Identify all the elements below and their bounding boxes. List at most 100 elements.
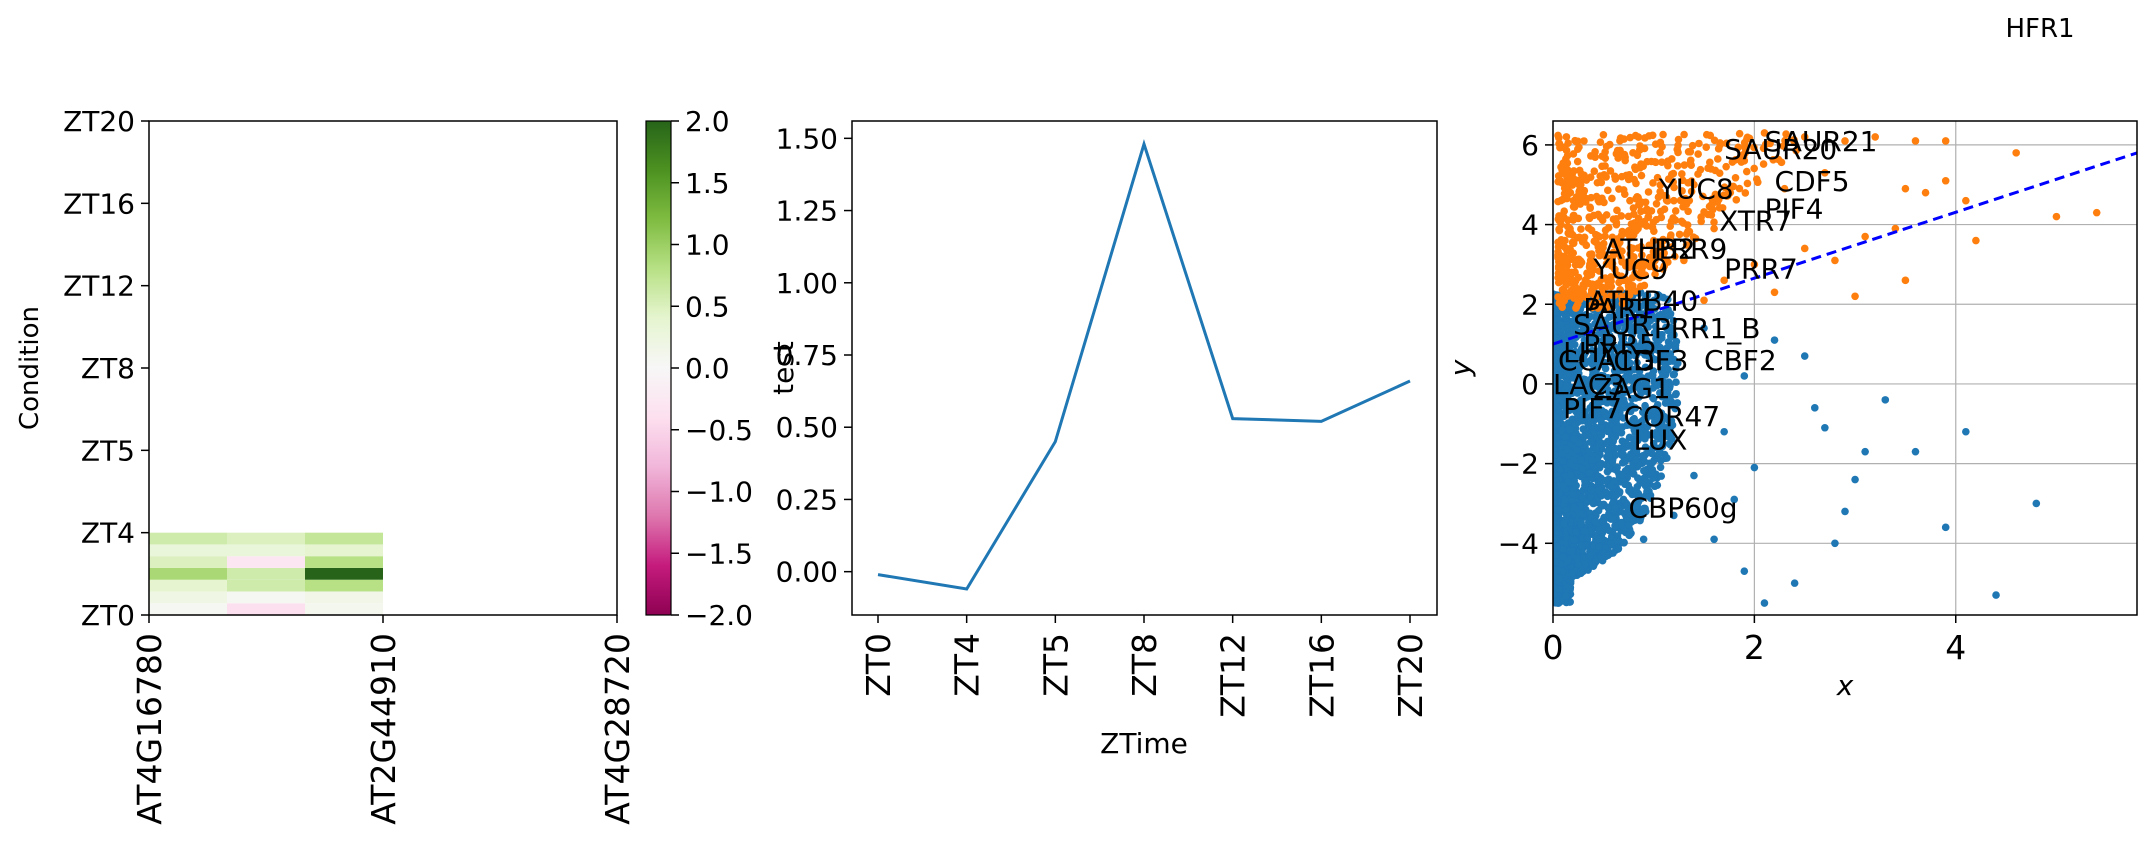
scatter-y-axis-label: y: [1444, 359, 1477, 377]
scatter-point-lower: [1572, 481, 1580, 490]
scatter-point-lower: [1636, 516, 1644, 525]
scatter-point-lower: [1619, 470, 1627, 479]
line-x-tick-label: ZT20: [1391, 633, 1430, 718]
scatter-point-upper: [1617, 231, 1626, 240]
scatter-point-lower: [1597, 417, 1605, 425]
scatter-point-upper: [1639, 162, 1647, 171]
heatmap-cells: [149, 532, 383, 615]
scatter-point-lower: [1650, 482, 1659, 491]
scatter-point-lower: [1851, 475, 1859, 484]
scatter-point-lower: [1553, 420, 1558, 428]
scatter-point-upper: [1678, 170, 1686, 178]
scatter-point-lower: [1619, 495, 1628, 504]
scatter-point-upper: [1715, 203, 1724, 212]
gene-label: PRR1_B: [1654, 312, 1761, 345]
heatmap-x-tick-label: AT2G44910: [364, 633, 403, 825]
scatter-point-upper: [1608, 194, 1616, 203]
scatter-point-lower: [1560, 519, 1569, 528]
heatmap-y-axis-label: Condition: [15, 306, 45, 430]
scatter-point-lower: [1648, 458, 1657, 467]
scatter-point-lower: [1657, 472, 1666, 480]
scatter-point-upper: [1622, 291, 1631, 300]
scatter-point-lower: [1553, 445, 1558, 454]
scatter-point-upper: [1589, 211, 1598, 220]
heatmap-cell: [149, 567, 227, 580]
scatter-point-lower: [1583, 534, 1592, 542]
heatmap-cell: [149, 556, 227, 568]
scatter-point-lower: [1553, 334, 1560, 342]
scatter-point-upper: [1669, 178, 1678, 186]
scatter-point-lower: [1553, 413, 1562, 421]
scatter-point-lower: [1639, 451, 1647, 460]
gene-label: CDF3: [1613, 344, 1688, 377]
scatter-point-lower: [1553, 566, 1562, 574]
scatter-point-upper: [1743, 179, 1752, 188]
scatter-point-upper: [1641, 198, 1650, 207]
scatter-point-upper: [1732, 196, 1741, 204]
scatter-point-upper: [1577, 225, 1585, 233]
scatter-point-lower: [1800, 352, 1809, 360]
scatter-point-lower: [1595, 543, 1603, 551]
colorbar-tick-label: 2.0: [685, 105, 730, 138]
scatter-point-upper: [1711, 166, 1720, 175]
scatter-point-upper: [1728, 158, 1737, 166]
scatter-point-lower: [1583, 386, 1592, 394]
scatter-point-lower: [1654, 346, 1663, 355]
scatter-point-upper: [1697, 213, 1705, 221]
scatter-point-lower: [1558, 449, 1566, 458]
scatter-point-upper: [1602, 211, 1611, 219]
scatter-point-upper: [1658, 244, 1667, 252]
scatter-point-lower: [1616, 345, 1624, 353]
scatter-point-lower: [1700, 324, 1708, 332]
colorbar-tick-label: −1.5: [685, 537, 753, 570]
scatter-point-lower: [1591, 360, 1600, 368]
scatter-point-lower: [1569, 490, 1577, 498]
scatter-point-lower: [1570, 435, 1579, 443]
scatter-point-lower: [1821, 423, 1829, 432]
fit-line: [1553, 151, 2137, 346]
line-x-tick-label: ZT5: [1036, 633, 1075, 697]
scatter-point-upper: [1619, 276, 1628, 285]
heatmap-cell: [305, 603, 383, 615]
scatter-point-lower: [1607, 356, 1616, 365]
scatter-point-lower: [1567, 402, 1576, 410]
scatter-point-upper: [1560, 184, 1569, 192]
scatter-point-lower: [1553, 512, 1560, 521]
scatter-point-upper: [1621, 259, 1630, 268]
line-y-tick-label: 0.00: [776, 556, 838, 589]
heatmap-cell: [149, 603, 227, 615]
scatter-point-upper: [1634, 244, 1643, 252]
scatter-point-upper: [1645, 241, 1654, 250]
scatter-point-upper: [1575, 191, 1584, 199]
scatter-point-lower: [1667, 419, 1676, 428]
scatter-point-lower: [1730, 495, 1739, 504]
scatter-point-upper: [1618, 247, 1626, 255]
scatter-point-upper: [1687, 187, 1696, 196]
scatter-point-lower: [1651, 322, 1660, 331]
scatter-point-upper: [1613, 271, 1622, 279]
scatter-point-lower: [1630, 351, 1639, 359]
colorbar-tick-label: 0.5: [685, 290, 730, 323]
scatter-point-upper: [1708, 205, 1717, 214]
scatter-point-lower: [1612, 425, 1620, 433]
scatter-point-upper: [1715, 195, 1723, 204]
scatter-point-upper: [1660, 205, 1669, 213]
gene-label: LUX: [1634, 424, 1688, 457]
scatter-point-lower: [1586, 312, 1595, 321]
scatter-point-upper: [1574, 176, 1583, 185]
scatter-point-lower: [1586, 551, 1595, 560]
scatter-point-upper: [2052, 212, 2061, 221]
scatter-point-lower: [1666, 396, 1674, 404]
heatmap-cell: [149, 544, 227, 557]
scatter-point-upper: [1652, 199, 1661, 208]
scatter-point-lower: [1597, 491, 1605, 499]
scatter-point-lower: [1641, 491, 1650, 500]
scatter-point-lower: [1580, 527, 1589, 535]
gene-label: LAC3: [1553, 368, 1625, 401]
scatter-x-ticks: 0 2 4: [1543, 615, 1966, 667]
scatter-point-upper: [1589, 266, 1598, 274]
heatmap-x-ticks: AT4G16780 AT2G44910 AT4G28720: [130, 615, 637, 825]
scatter-point-upper: [1901, 276, 1910, 285]
scatter-x-tick-label: 0: [1543, 628, 1564, 667]
heatmap-y-tick-label: ZT16: [63, 187, 135, 220]
